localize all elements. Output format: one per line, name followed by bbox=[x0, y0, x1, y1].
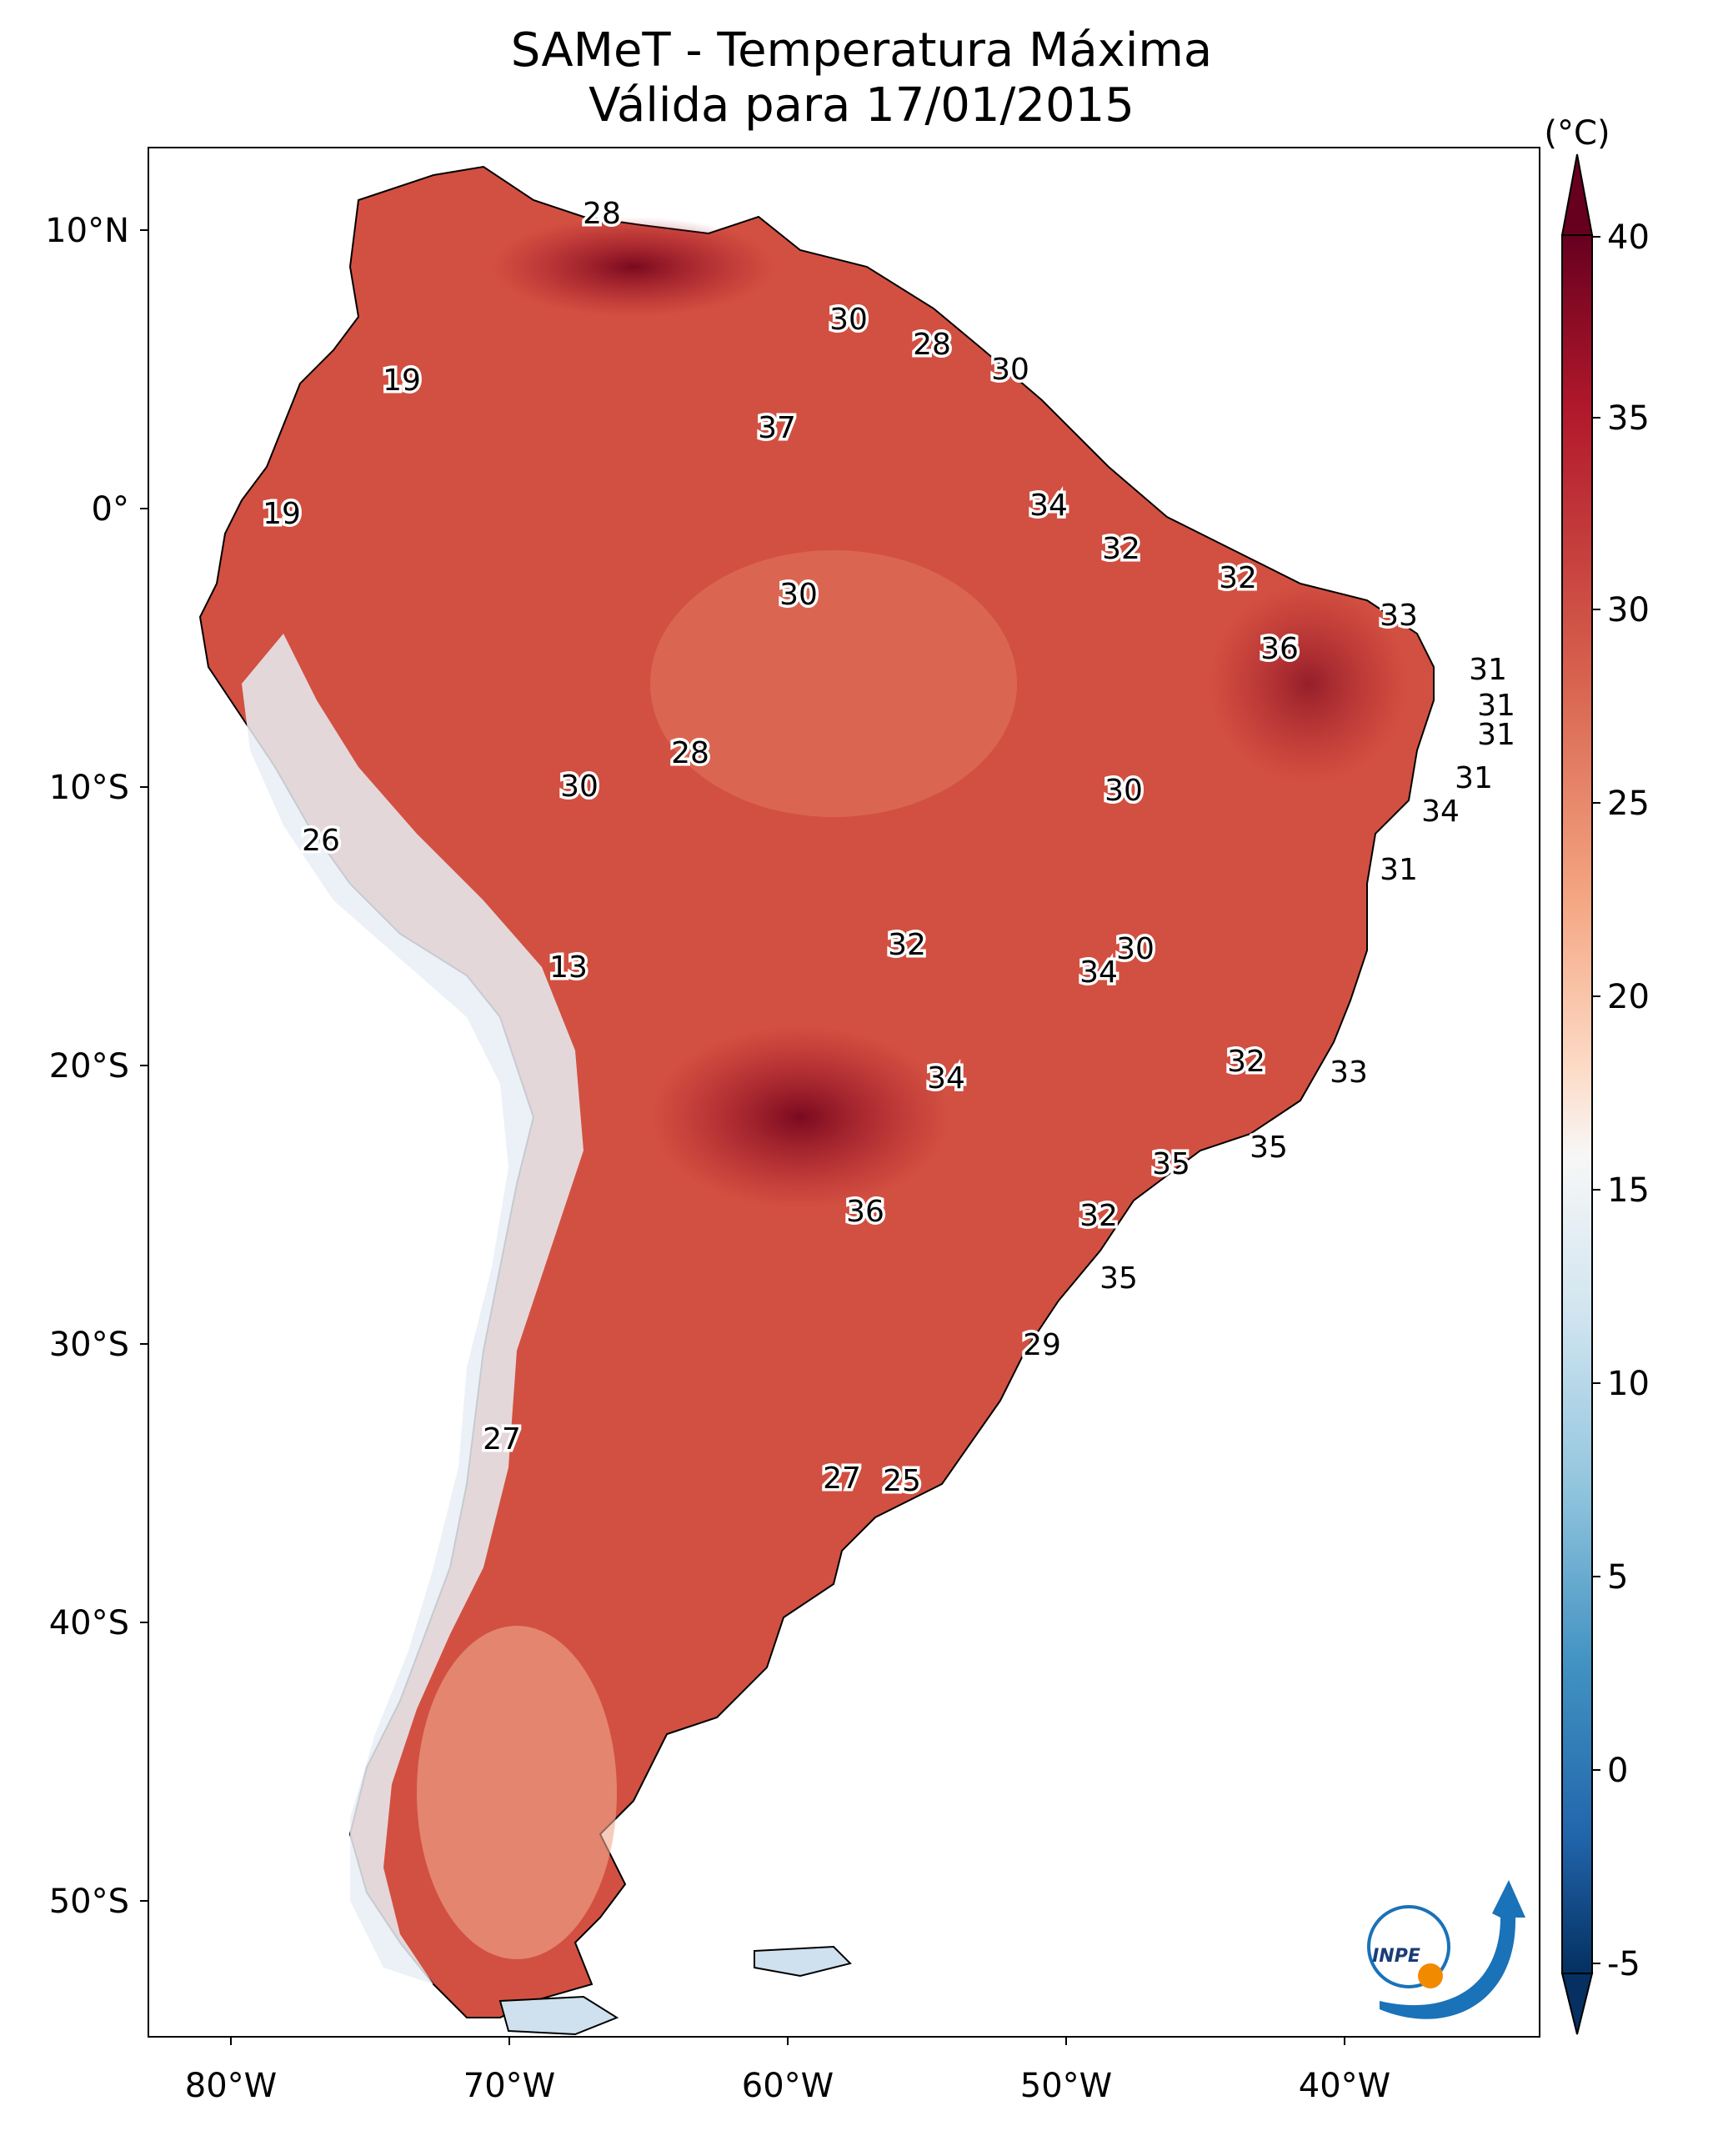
lon-tick-label: 70°W bbox=[463, 2067, 555, 2105]
lat-tick-label: 40°S bbox=[49, 1604, 129, 1642]
contour-label: 30 bbox=[1116, 932, 1155, 966]
lon-tick-label: 40°W bbox=[1299, 2067, 1390, 2105]
south-america-landmass bbox=[198, 165, 1435, 2036]
colorbar-tick-label: 10 bbox=[1607, 1365, 1650, 1403]
lat-tick-label: 10°S bbox=[49, 769, 129, 807]
contour-label: 36 bbox=[1260, 632, 1299, 666]
logo-sun-icon bbox=[1418, 1963, 1443, 1988]
lon-tick-label: 80°W bbox=[185, 2067, 277, 2105]
contour-label: 34 bbox=[1421, 795, 1460, 829]
contour-label: 29 bbox=[1023, 1328, 1061, 1362]
colorbar-tick-label: 40 bbox=[1607, 218, 1650, 257]
contour-label: 30 bbox=[779, 578, 818, 612]
contour-label: 28 bbox=[671, 736, 709, 770]
hotspot-venezuela bbox=[492, 217, 775, 317]
contour-label: 34 bbox=[927, 1061, 965, 1096]
hotspot-chaco bbox=[650, 1025, 950, 1209]
lon-tick-label: 60°W bbox=[742, 2067, 834, 2105]
contour-label: 34 bbox=[1079, 955, 1118, 990]
contour-label: 26 bbox=[302, 824, 340, 858]
colorbar-tick-label: 5 bbox=[1607, 1558, 1628, 1597]
amazon-lighter bbox=[650, 550, 1017, 817]
lat-tick-label: 30°S bbox=[49, 1326, 129, 1364]
contour-label: 32 bbox=[1102, 532, 1140, 566]
colorbar: (°C) 40 35 30 25 20 15 10 5 0 -5 bbox=[1544, 114, 1650, 2035]
contour-label: 31 bbox=[1455, 761, 1493, 795]
contour-labels: 28 19 30 28 30 37 19 34 32 30 32 33 36 3… bbox=[260, 194, 1519, 1502]
contour-label: 36 bbox=[846, 1195, 884, 1229]
lat-axis: 10°N 0° 10°S 20°S 30°S 40°S 50°S bbox=[45, 212, 148, 1921]
contour-label: 35 bbox=[1250, 1131, 1288, 1165]
logo-orbit-icon bbox=[1367, 1905, 1450, 1988]
contour-label: 31 bbox=[1477, 718, 1515, 752]
contour-label: 19 bbox=[383, 364, 421, 398]
falklands bbox=[754, 1945, 852, 1978]
colorbar-bottom-arrow bbox=[1560, 1973, 1594, 2035]
contour-label: 28 bbox=[913, 328, 951, 362]
contour-label: 34 bbox=[1029, 489, 1068, 523]
lat-tick-label: 20°S bbox=[49, 1047, 129, 1086]
colorbar-bar bbox=[1561, 234, 1593, 1974]
contour-label: 32 bbox=[1227, 1045, 1265, 1079]
colorbar-tick-label: -5 bbox=[1607, 1945, 1640, 1983]
map-frame bbox=[148, 147, 1540, 2038]
andes-cool-band bbox=[242, 634, 584, 1984]
contour-label: 27 bbox=[823, 1462, 861, 1496]
map-subtitle: Válida para 17/01/2015 bbox=[589, 78, 1134, 133]
contour-label: 19 bbox=[263, 497, 301, 531]
contour-label: 31 bbox=[1469, 653, 1507, 687]
logo-text: INPE bbox=[1372, 1946, 1420, 1967]
contour-label: 31 bbox=[1380, 853, 1418, 887]
patagonia-lighter bbox=[417, 1626, 617, 1959]
contour-label: 28 bbox=[583, 197, 621, 231]
colorbar-ticks bbox=[1592, 236, 1600, 1964]
colorbar-tick-label: 25 bbox=[1607, 785, 1650, 823]
contour-label: 27 bbox=[483, 1422, 521, 1457]
colorbar-tick-label: 30 bbox=[1607, 591, 1650, 629]
contour-label: 35 bbox=[1099, 1261, 1138, 1296]
contour-label: 33 bbox=[1380, 599, 1418, 633]
lat-tick-label: 0° bbox=[92, 490, 129, 529]
hotspot-northeast bbox=[1209, 584, 1409, 784]
logo-swoosh-icon bbox=[1380, 1880, 1525, 2019]
lon-axis: 80°W 70°W 60°W 50°W 40°W bbox=[185, 2037, 1390, 2105]
contour-label: 13 bbox=[549, 950, 588, 985]
contour-label: 37 bbox=[758, 411, 796, 445]
contour-label: 25 bbox=[883, 1464, 921, 1498]
colorbar-tick-label: 20 bbox=[1607, 978, 1650, 1016]
contour-label: 30 bbox=[1104, 774, 1143, 808]
map-title: SAMeT - Temperatura Máxima bbox=[510, 23, 1213, 78]
contour-label: 30 bbox=[829, 303, 868, 337]
contour-label: 32 bbox=[888, 928, 926, 962]
contour-label: 31 bbox=[1477, 689, 1515, 723]
contour-label: 32 bbox=[1079, 1199, 1118, 1233]
colorbar-top-arrow bbox=[1560, 153, 1594, 236]
contour-label: 33 bbox=[1330, 1055, 1368, 1090]
lat-tick-label: 10°N bbox=[45, 212, 129, 250]
contour-label: 35 bbox=[1152, 1147, 1190, 1181]
colorbar-unit: (°C) bbox=[1544, 114, 1610, 153]
lat-tick-label: 50°S bbox=[49, 1883, 129, 1921]
colorbar-tick-label: 0 bbox=[1607, 1752, 1628, 1790]
contour-label: 32 bbox=[1219, 561, 1257, 595]
tierra-del-fuego bbox=[498, 1995, 619, 2036]
contour-label: 30 bbox=[560, 770, 599, 804]
contour-label: 30 bbox=[991, 353, 1029, 387]
colorbar-tick-label: 35 bbox=[1607, 399, 1650, 438]
lon-tick-label: 50°W bbox=[1020, 2067, 1112, 2105]
inpe-logo: INPE bbox=[1367, 1880, 1525, 2019]
colorbar-tick-label: 15 bbox=[1607, 1171, 1650, 1210]
